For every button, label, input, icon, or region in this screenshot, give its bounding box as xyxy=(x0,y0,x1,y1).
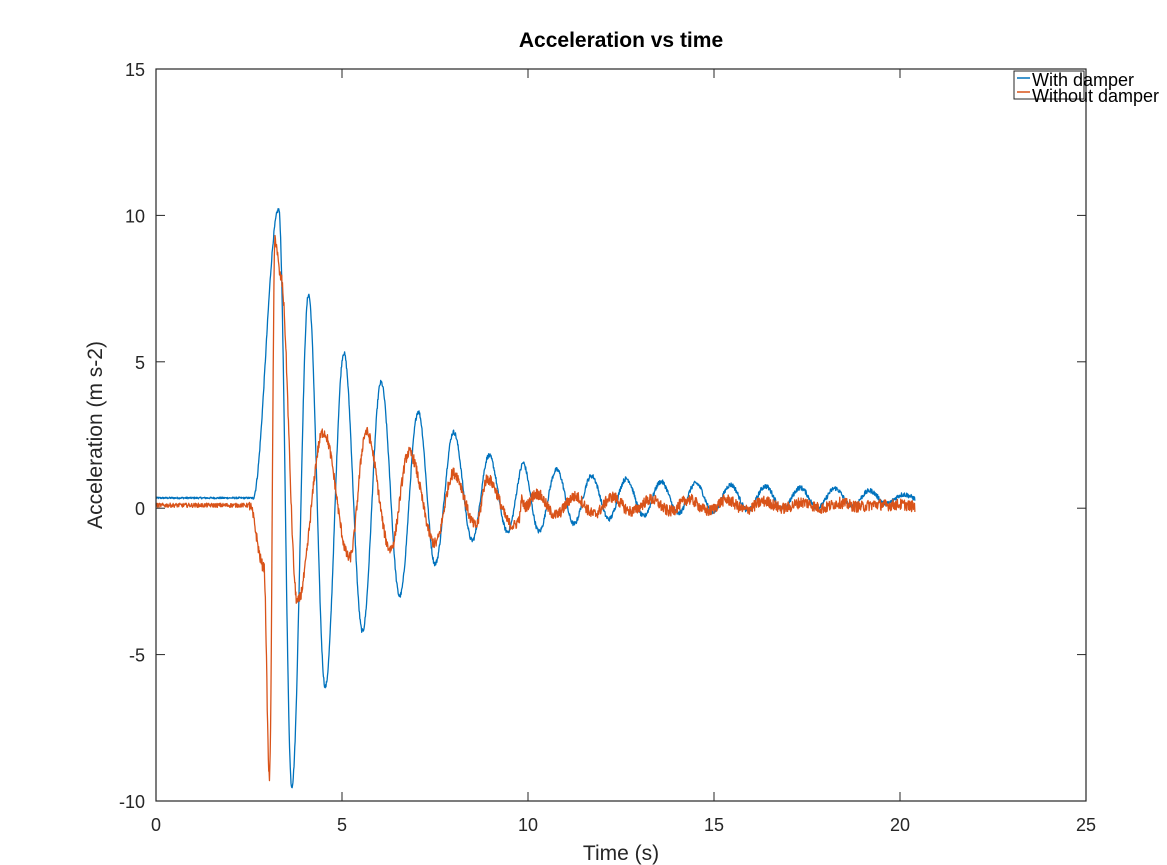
axes-box xyxy=(155,68,1087,802)
x-axis-label: Time (s) xyxy=(583,842,659,865)
series-layer xyxy=(155,208,916,789)
series-line-without-damper xyxy=(155,234,916,782)
y-tick-label: 10 xyxy=(125,206,145,226)
plot-background xyxy=(156,69,1086,801)
ticks-layer: 0 5 10 15 20 25 -10 -5 0 5 10 15 xyxy=(119,60,1096,835)
y-tick-label: -5 xyxy=(129,646,145,666)
legend: With damper Without damper xyxy=(1013,70,1159,106)
y-axis-label: Acceleration (m s-2) xyxy=(84,341,107,529)
x-tick-label: 20 xyxy=(890,815,910,835)
x-tick-label: 5 xyxy=(337,815,347,835)
x-tick-label: 0 xyxy=(151,815,161,835)
chart-title: Acceleration vs time xyxy=(519,29,723,52)
y-tick-label: -10 xyxy=(119,792,145,812)
x-tick-label: 15 xyxy=(704,815,724,835)
x-tick-label: 25 xyxy=(1076,815,1096,835)
y-tick-label: 5 xyxy=(135,353,145,373)
plot-area xyxy=(156,69,1086,801)
legend-box xyxy=(1013,70,1085,100)
legend-label-without-damper: Without damper xyxy=(1032,86,1159,106)
legend-label-with-damper: With damper xyxy=(1032,70,1134,90)
x-tick-label: 10 xyxy=(518,815,538,835)
y-tick-label: 15 xyxy=(125,60,145,80)
y-tick-label: 0 xyxy=(135,499,145,519)
